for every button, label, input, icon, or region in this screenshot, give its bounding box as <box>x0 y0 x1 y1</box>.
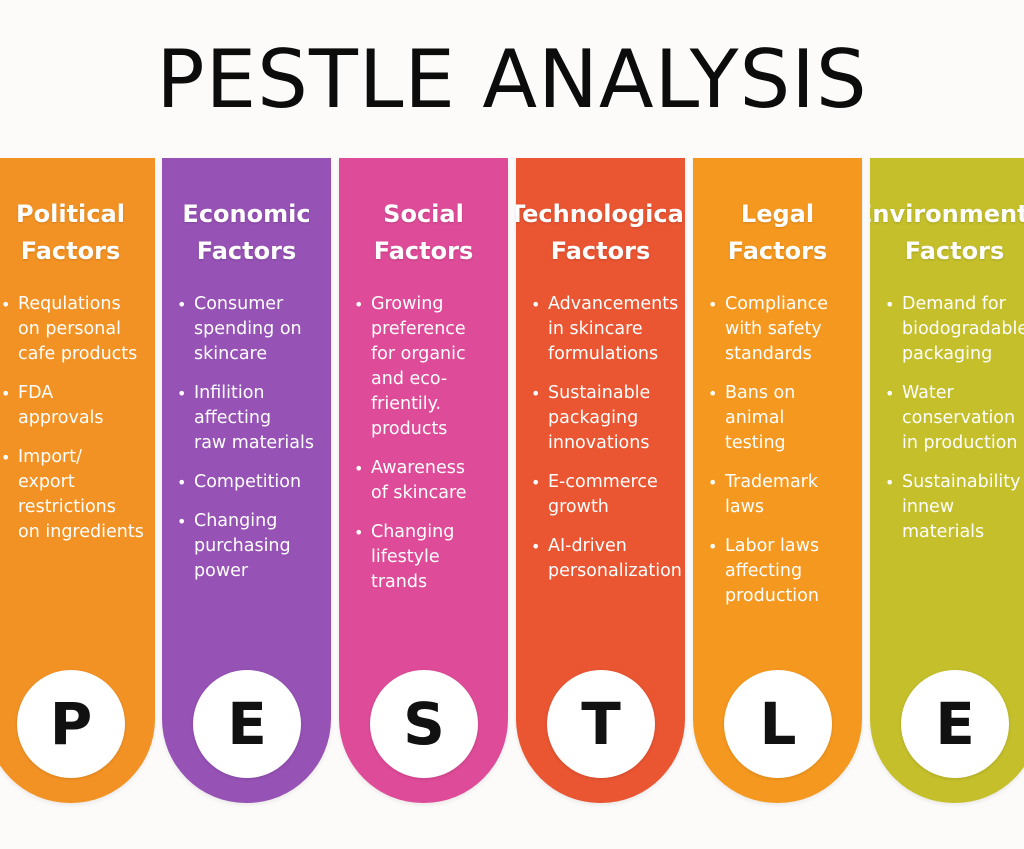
column-heading: Economic Factors <box>162 196 331 270</box>
column-heading-line2: Factors <box>727 237 828 265</box>
factor-item: Competition <box>176 470 329 495</box>
pestle-column-6: Environmental Factors Demand for biodograd… <box>870 158 1024 803</box>
page-title: PESTLE ANALYSIS <box>156 33 868 126</box>
factor-item: Labor laws affecting production <box>707 534 860 609</box>
factor-list: Requlations on personal cafe products FDA… <box>0 292 153 559</box>
factor-item: Consumer spending on skincare <box>176 292 329 367</box>
factor-item: Changing lifestyle trands <box>353 520 506 595</box>
factor-list: Consumer spending on skincare Infilition … <box>176 292 329 598</box>
letter-badge: T <box>547 670 655 778</box>
factor-item: Water conservation in production <box>884 381 1024 456</box>
column-heading: Environmental Factors <box>870 196 1024 270</box>
factor-list: Growing preference for organic and eco- … <box>353 292 506 609</box>
pestle-column-1: Political Factors Requlations on personal … <box>0 158 155 803</box>
letter-badge-text: L <box>759 690 797 758</box>
factor-item: Infilition affecting raw materials <box>176 381 329 456</box>
letter-badge: S <box>370 670 478 778</box>
letter-badge-text: T <box>581 690 621 758</box>
letter-badge-text: E <box>227 690 267 758</box>
factor-list: Advancements in skincare formulations Sus… <box>530 292 683 598</box>
letter-badge-text: P <box>49 690 93 758</box>
letter-badge-text: S <box>403 690 445 758</box>
factor-item: Growing preference for organic and eco- … <box>353 292 506 442</box>
column-heading-line1: Environmental <box>870 200 1024 228</box>
factor-item: Trademark laws <box>707 470 860 520</box>
factor-item: FDA approvals <box>0 381 153 431</box>
factor-item: Sustainable packaging innovations <box>530 381 683 456</box>
factor-list: Compliance with safety standards Bans on … <box>707 292 860 623</box>
letter-badge: P <box>17 670 125 778</box>
pestle-column-3: Social Factors Growing preference for orga… <box>339 158 508 803</box>
column-heading-line2: Factors <box>904 237 1005 265</box>
column-heading: Legal Factors <box>693 196 862 270</box>
factor-item: Demand for biodogradable packaging <box>884 292 1024 367</box>
letter-badge: L <box>724 670 832 778</box>
column-heading-line1: Political <box>16 200 125 228</box>
factor-item: Import/ export restrictions on ingredien… <box>0 445 153 545</box>
column-heading-line2: Factors <box>373 237 474 265</box>
factor-item: Requlations on personal cafe products <box>0 292 153 367</box>
letter-badge-text: E <box>935 690 975 758</box>
factor-list: Demand for biodogradable packaging Water … <box>884 292 1024 559</box>
letter-badge: E <box>901 670 1009 778</box>
factor-item: AI-driven personalization <box>530 534 683 584</box>
factor-item: Changing purchasing power <box>176 509 329 584</box>
column-heading-line1: Technological <box>516 200 685 228</box>
factor-item: Bans on animal testing <box>707 381 860 456</box>
column-heading-line1: Legal <box>740 200 815 228</box>
column-heading-line2: Factors <box>550 237 651 265</box>
column-heading-line1: Social <box>383 200 464 228</box>
column-heading-line1: Economic <box>182 200 311 228</box>
column-heading: Social Factors <box>339 196 508 270</box>
column-heading: Political Factors <box>0 196 155 270</box>
factor-item: Sustainability innew materials <box>884 470 1024 545</box>
factor-item: E-commerce growth <box>530 470 683 520</box>
pestle-column-5: Legal Factors Compliance with safety stand… <box>693 158 862 803</box>
factor-item: Advancements in skincare formulations <box>530 292 683 367</box>
letter-badge: E <box>193 670 301 778</box>
pestle-column-4: Technological Factors Advancements in skin… <box>516 158 685 803</box>
column-heading-line2: Factors <box>196 237 297 265</box>
pestle-column-2: Economic Factors Consumer spending on skin… <box>162 158 331 803</box>
column-heading-line2: Factors <box>20 237 121 265</box>
factor-item: Compliance with safety standards <box>707 292 860 367</box>
column-heading: Technological Factors <box>516 196 685 270</box>
factor-item: Awareness of skincare <box>353 456 506 506</box>
